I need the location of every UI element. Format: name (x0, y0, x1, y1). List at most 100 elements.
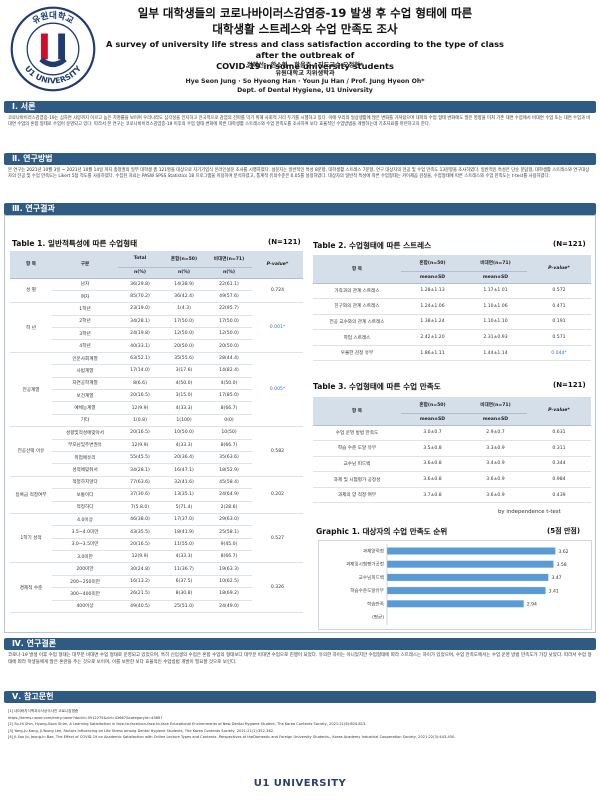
table3-footnote: by independence t-test (498, 509, 561, 515)
table1-mixed-cell: 20(36.4) (162, 451, 206, 465)
table2-pvalue-cell: 0.191 (527, 314, 591, 331)
table1-total-cell: 40(33.1) (118, 339, 162, 353)
bar-value-label: 3.41 (549, 588, 559, 594)
table3-pvalue-cell: 0.439 (527, 487, 591, 504)
table1-mixed-cell: 14(38.9) (162, 278, 206, 291)
table2-subheader: mean±SD (401, 271, 464, 284)
table1-row: 3.5~4.0미만 43(35.5) 18(41.9) 25(58.1) (10, 525, 303, 539)
table3-item-cell: 과제의 양 적정 여부 (313, 487, 401, 504)
table1-group-cell: 4학년 (52, 339, 118, 353)
bar (387, 560, 554, 568)
table1-online-cell: 9(45.0) (206, 538, 252, 552)
table1-group-cell: 3.0~3.5미만 (52, 538, 118, 552)
section-conclusion-header: Ⅳ. 연구결론 (4, 638, 596, 650)
table3-n: (N=121) (553, 381, 586, 389)
table1-total-cell: 36(29.8) (118, 278, 162, 291)
table1-row: 200~250미만 16(13.2) 6(37.5) 10(62.5) (10, 575, 303, 589)
table1-group-cell: 3.5~4.0미만 (52, 525, 118, 539)
table1-mixed-cell: 17(50.0) (162, 315, 206, 329)
authors-korean: 정혜선 · 한소형 · 한윤주 / 지도교수 오정현* (246, 62, 364, 69)
table1-row: 성 별 남자 36(29.8) 14(38.9) 22(61.1) 0.724 (10, 278, 303, 304)
footer-brand: U1 UNIVERSITY (0, 778, 600, 789)
title-english: A survey of university life stress and c… (100, 39, 510, 72)
table1-mixed-cell: 1(100) (162, 414, 206, 428)
table1-online-cell: 2(28.6) (206, 501, 252, 514)
section-title: Ⅰ. 서론 (12, 102, 36, 111)
table1-row: 4학년 40(33.1) 20(50.0) 20(50.0) (10, 339, 303, 353)
table2-row: 가족과의 관계 스트레스 1.28±1.13 1.17±1.01 0.572 (313, 283, 591, 300)
table3-subheader: mean±SD (401, 413, 464, 426)
table1-online-cell: 0(0) (206, 414, 252, 428)
table1-group-cell: 보통이다 (52, 488, 118, 502)
section-references-header: Ⅴ. 참고문헌 (4, 691, 596, 703)
table1-online-cell: 20(50.0) (206, 339, 252, 353)
table1-row: 3학년 24(19.8) 12(50.0) 12(50.0) (10, 327, 303, 341)
table1-row: 적정하다 7(5.8.0) 5(71.4) 2(28.6) (10, 501, 303, 514)
table1-row: 기타 1(0.8) 1(100) 0(0) (10, 414, 303, 428)
results-panel (4, 215, 596, 633)
table1-item-cell: 1학기 성적 (10, 513, 52, 564)
table1-online-cell: 12(50.0) (206, 327, 252, 341)
table1-group-cell: 1학년 (52, 302, 118, 316)
table1-online-cell: 4(50.0) (206, 377, 252, 391)
table2-n: (N=121) (553, 240, 586, 248)
department-english: Dept. of Dental Hygiene, U1 University (237, 86, 373, 94)
table1-online-cell: 24(49.0) (206, 600, 252, 614)
table1-row: 전공계열 인문사회계열 63(52.1) 35(55.6) 28(44.4) 0.005* (10, 352, 303, 428)
table2-row: 학업 스트레스 2.42±1.20 2.31±0.93 0.571 (313, 329, 591, 346)
table3-mixed-cell: 3.6±0.8 (401, 471, 464, 488)
reference-item: https://terms.naver.com/entry.naver?docI… (8, 715, 163, 720)
table3: 항 목 혼합(n=50) 비대면(n=71) P-value* mean±SD … (313, 397, 591, 504)
table1-row: 300~400미만 26(21.5) 8(30.8) 18(69.2) (10, 587, 303, 601)
reference-item: [3] Yong-Ju Kang, Ji-Young Lee, Factors … (8, 728, 275, 733)
table1-total-cell: 17(14.0) (118, 364, 162, 378)
table1-row: 예체능계열 12(9.9) 4(33.3) 8(66.7) (10, 401, 303, 415)
table1-total-cell: 34(28.1) (118, 463, 162, 477)
table2-row: 우울한 감정 유무 1.86±1.11 1.44±1.14 0.044* (313, 345, 591, 362)
table1: 항 목 구분 Total 혼합(n=50) 비대면(n=71) P-value*… (10, 251, 303, 614)
table1-total-cell: 49(40.5) (118, 600, 162, 614)
table1-online-cell: 18(69.2) (206, 587, 252, 601)
references-list: [1] 네이버지식백과사사상식사전 코로나감염증 https://terms.na… (8, 708, 592, 741)
table1-row: 취업에유리 55(45.5) 20(36.4) 35(63.6) (10, 451, 303, 465)
table2-mixed-cell: 1.38±1.24 (401, 314, 464, 331)
table1-total-cell: 26(21.5) (118, 587, 162, 601)
table1-group-cell: 300~400미만 (52, 587, 118, 601)
reference-item: [2] So-Hi Shin, Hyang-Soon Shim, A Learn… (8, 722, 367, 727)
table1-pvalue-cell: 0.005* (252, 352, 303, 428)
table2-item-cell: 학업 스트레스 (313, 329, 401, 346)
table1-row: 3.0미만 12(9.9) 4(33.3) 8(66.7) (10, 550, 303, 564)
logo-ring-top-text: 유원대학교 (30, 9, 75, 27)
table3-row: 수업 운영 방법 만족도 3.0±0.7 2.9±0.7 0.631 (313, 425, 591, 442)
table2-online-cell: 1.10±1.06 (464, 298, 527, 315)
table1-header-item: 항 목 (10, 251, 52, 279)
table1-group-cell: 3.0미만 (52, 550, 118, 564)
table1-group-cell: 남자 (52, 278, 118, 291)
table1-row: 경제적 수준 200미만 30(24.8) 11(36.7) 19(63.3) 0.326 (10, 562, 303, 614)
table2-header-online: 비대면(n=71) (464, 255, 527, 272)
table1-group-cell: 자연공학계열 (52, 377, 118, 391)
table1-item-cell: 경제적 수준 (10, 562, 52, 614)
table1-total-cell: 23(19.0) (118, 302, 162, 316)
table1-total-cell: 24(19.8) (118, 327, 162, 341)
table3-mixed-cell: 3.7±0.8 (401, 487, 464, 504)
table1-group-cell: 성향및적성에맞아서 (52, 426, 118, 440)
table2-item-cell: 전공 교수와의 관계 스트레스 (313, 314, 401, 331)
department-korean: 유원대학교 치위생학과 (275, 70, 335, 78)
title-ko-line2: 대학생활 스트레스와 수업 만족도 조사 (212, 22, 398, 36)
table3-header-pvalue: P-value* (527, 397, 591, 426)
table1-mixed-cell: 4(33.3) (162, 550, 206, 564)
table1-mixed-cell: 25(51.0) (162, 600, 206, 614)
table1-total-cell: 30(24.8) (118, 562, 162, 576)
bar (387, 547, 556, 555)
table3-header-online: 비대면(n=71) (464, 397, 527, 414)
table1-group-cell: 취업에유리 (52, 451, 118, 465)
table3-subheader: mean±SD (464, 413, 527, 426)
table1-online-cell: 22(95.7) (206, 302, 252, 316)
svg-text:유원대학교: 유원대학교 (30, 9, 75, 27)
section-title: Ⅱ. 연구방법 (12, 154, 53, 163)
reference-item: [1] 네이버지식백과사사상식사전 코로나감염증 (8, 709, 79, 713)
table1-mixed-cell: 4(33.3) (162, 439, 206, 452)
table3-online-cell: 3.6±0.9 (464, 471, 527, 488)
table1-total-cell: 46(38.0) (118, 513, 162, 527)
